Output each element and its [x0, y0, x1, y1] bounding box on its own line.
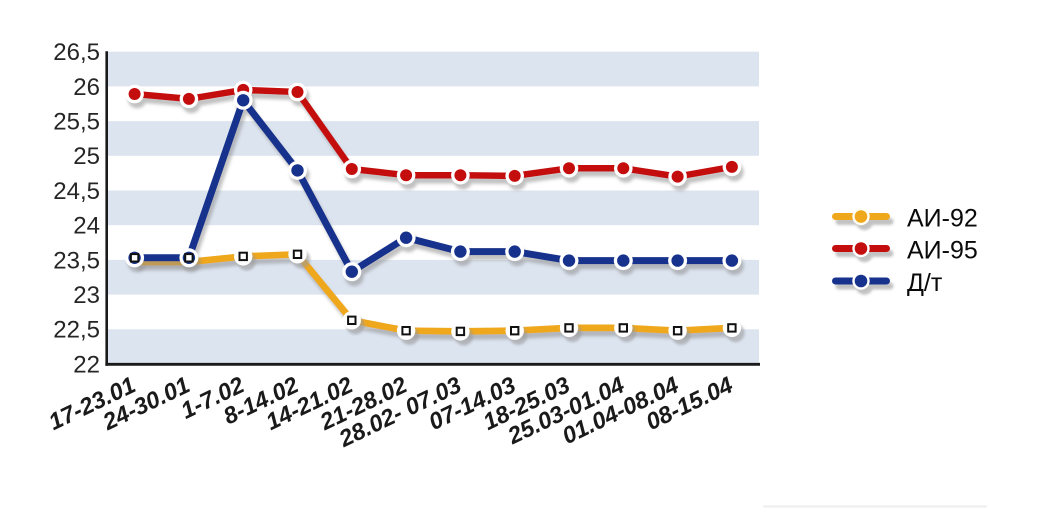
svg-text:24: 24: [73, 213, 100, 240]
svg-text:23,5: 23,5: [53, 247, 100, 274]
svg-text:АИ-95: АИ-95: [907, 237, 978, 265]
svg-text:25,5: 25,5: [53, 109, 100, 136]
svg-text:22,5: 22,5: [53, 317, 100, 344]
svg-text:Д/т: Д/т: [907, 269, 943, 297]
svg-text:26,5: 26,5: [53, 39, 100, 66]
svg-text:26: 26: [73, 74, 100, 101]
svg-text:22: 22: [73, 351, 100, 378]
svg-text:23: 23: [73, 282, 100, 309]
svg-text:24,5: 24,5: [53, 178, 100, 205]
svg-text:АИ-92: АИ-92: [907, 205, 978, 233]
svg-text:25: 25: [73, 143, 100, 170]
